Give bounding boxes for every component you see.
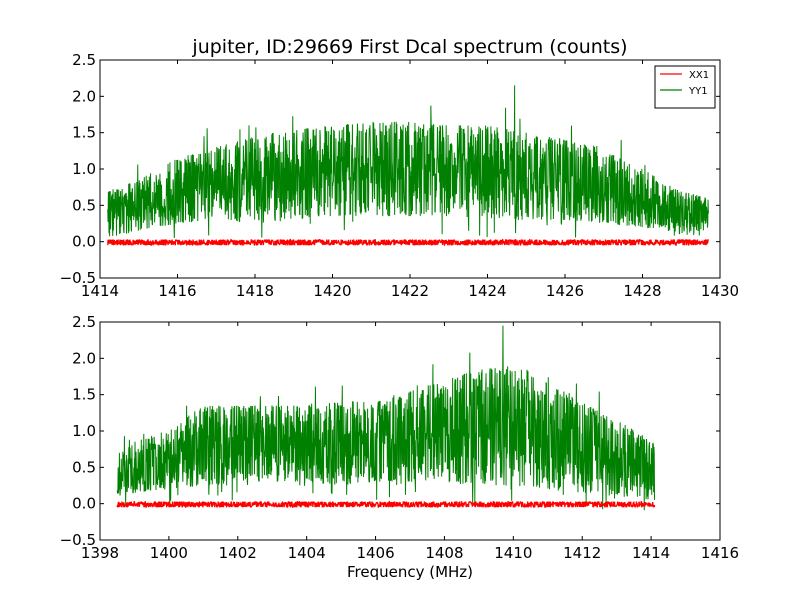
x-tick-label: 1402 — [219, 544, 257, 562]
top-plot-area — [107, 85, 709, 246]
top-subplot-title: jupiter, ID:29669 First Dcal spectrum (c… — [191, 36, 627, 58]
x-tick-label: 1430 — [701, 282, 739, 300]
y-tick-label: 0.5 — [72, 196, 96, 214]
x-tick-label: 1424 — [468, 282, 506, 300]
y-tick-label: 0.0 — [72, 233, 96, 251]
x-tick-label: 1416 — [701, 544, 739, 562]
legend-label: XX1 — [689, 70, 709, 81]
y-tick-label: 2.0 — [72, 87, 96, 105]
x-tick-label: 1416 — [158, 282, 196, 300]
x-tick-label: 1408 — [425, 544, 463, 562]
legend-box — [654, 65, 716, 109]
x-tick-label: 1406 — [356, 544, 394, 562]
x-tick-label: 1414 — [632, 544, 670, 562]
y-tick-label: 2.5 — [72, 51, 96, 69]
x-tick-label: 1418 — [236, 282, 274, 300]
x-tick-label: 1428 — [623, 282, 661, 300]
y-tick-label: −0.5 — [60, 269, 96, 287]
top-subplot: jupiter, ID:29669 First Dcal spectrum (c… — [60, 36, 740, 300]
y-tick-label: 1.5 — [72, 124, 96, 142]
y-tick-label: −0.5 — [60, 531, 96, 549]
y-tick-label: 0.0 — [72, 495, 96, 513]
y-tick-label: 1.0 — [72, 422, 96, 440]
bottom-x-axis-label: Frequency (MHz) — [347, 563, 473, 581]
x-tick-label: 1414 — [81, 282, 119, 300]
xx1-series-line — [107, 238, 709, 246]
top-axis-ticks: 1414 1416 1418 1420 1422 1424 1426 1428 1430 −0.5… — [60, 51, 740, 300]
x-tick-label: 1404 — [288, 544, 326, 562]
legend-label: YY1 — [688, 86, 708, 97]
x-tick-label: 1412 — [563, 544, 601, 562]
y-tick-label: 2.0 — [72, 349, 96, 367]
x-tick-label: 1410 — [494, 544, 532, 562]
y-tick-label: 1.5 — [72, 386, 96, 404]
green-series-line — [116, 325, 656, 511]
bottom-axis-ticks: 1398 1400 1402 1404 1406 1408 1410 1412 1414 1416… — [60, 313, 740, 562]
y-tick-label: 1.0 — [72, 160, 96, 178]
y-tick-label: 2.5 — [72, 313, 96, 331]
x-tick-label: 1398 — [81, 544, 119, 562]
red-series-line — [116, 500, 656, 508]
x-tick-label: 1422 — [391, 282, 429, 300]
x-tick-label: 1420 — [313, 282, 351, 300]
x-tick-label: 1400 — [150, 544, 188, 562]
bottom-plot-area — [116, 325, 656, 511]
x-tick-label: 1426 — [546, 282, 584, 300]
yy1-series-line — [107, 85, 709, 238]
bottom-subplot: 1398 1400 1402 1404 1406 1408 1410 1412 1414 1416… — [60, 313, 740, 581]
y-tick-label: 0.5 — [72, 458, 96, 476]
